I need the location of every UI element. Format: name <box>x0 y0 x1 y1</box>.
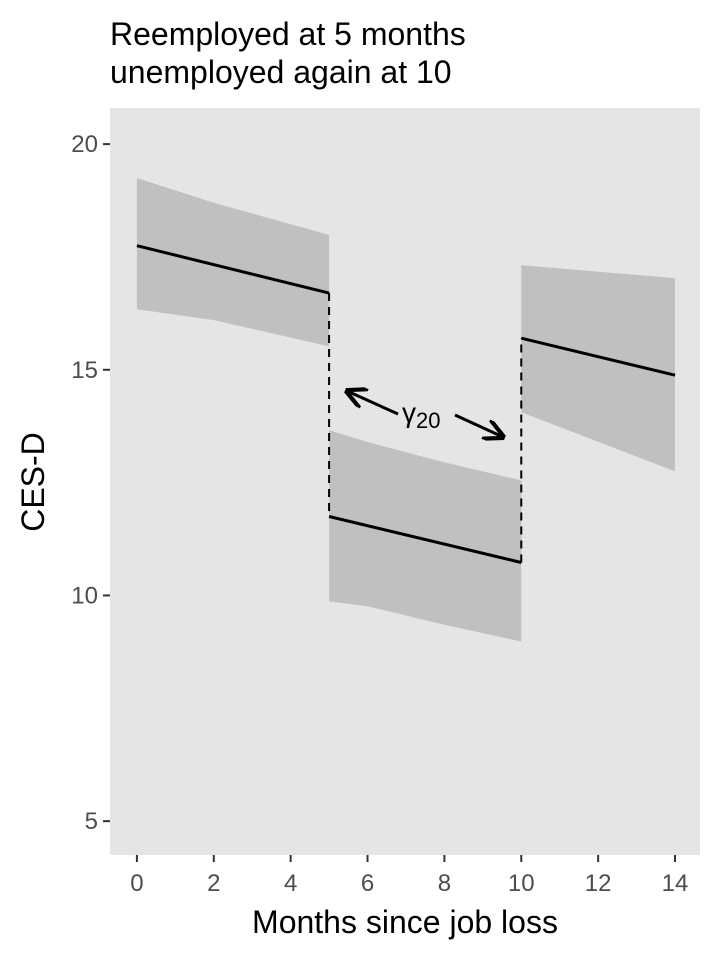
x-tick-label: 12 <box>585 870 612 897</box>
y-tick-label: 20 <box>71 131 98 158</box>
x-tick-label: 8 <box>438 870 451 897</box>
trend-line <box>328 515 522 564</box>
y-tick-label: 15 <box>71 357 98 384</box>
annotation-subscript: 20 <box>416 408 440 433</box>
x-tick-label: 14 <box>662 870 689 897</box>
annotation-label: γ20 <box>402 397 440 433</box>
trend-line <box>520 336 676 377</box>
chart-title: unemployed again at 10 <box>110 54 452 90</box>
x-axis-label: Months since job loss <box>252 904 558 940</box>
annotation-symbol: γ <box>402 397 416 428</box>
x-tick-label: 0 <box>130 870 143 897</box>
y-axis-label: CES-D <box>15 432 51 532</box>
y-tick-label: 10 <box>71 582 98 609</box>
x-tick-label: 10 <box>508 870 535 897</box>
confidence-ribbon <box>329 430 522 642</box>
x-tick-label: 4 <box>284 870 297 897</box>
chart-title: Reemployed at 5 months <box>110 16 466 52</box>
x-tick-label: 2 <box>207 870 220 897</box>
annotation-arrow <box>347 391 399 416</box>
confidence-ribbon <box>521 265 676 472</box>
y-tick-label: 5 <box>85 808 98 835</box>
annotation-arrow <box>454 413 503 437</box>
confidence-ribbon <box>136 177 330 347</box>
x-tick-label: 6 <box>361 870 374 897</box>
trend-line <box>136 244 330 295</box>
